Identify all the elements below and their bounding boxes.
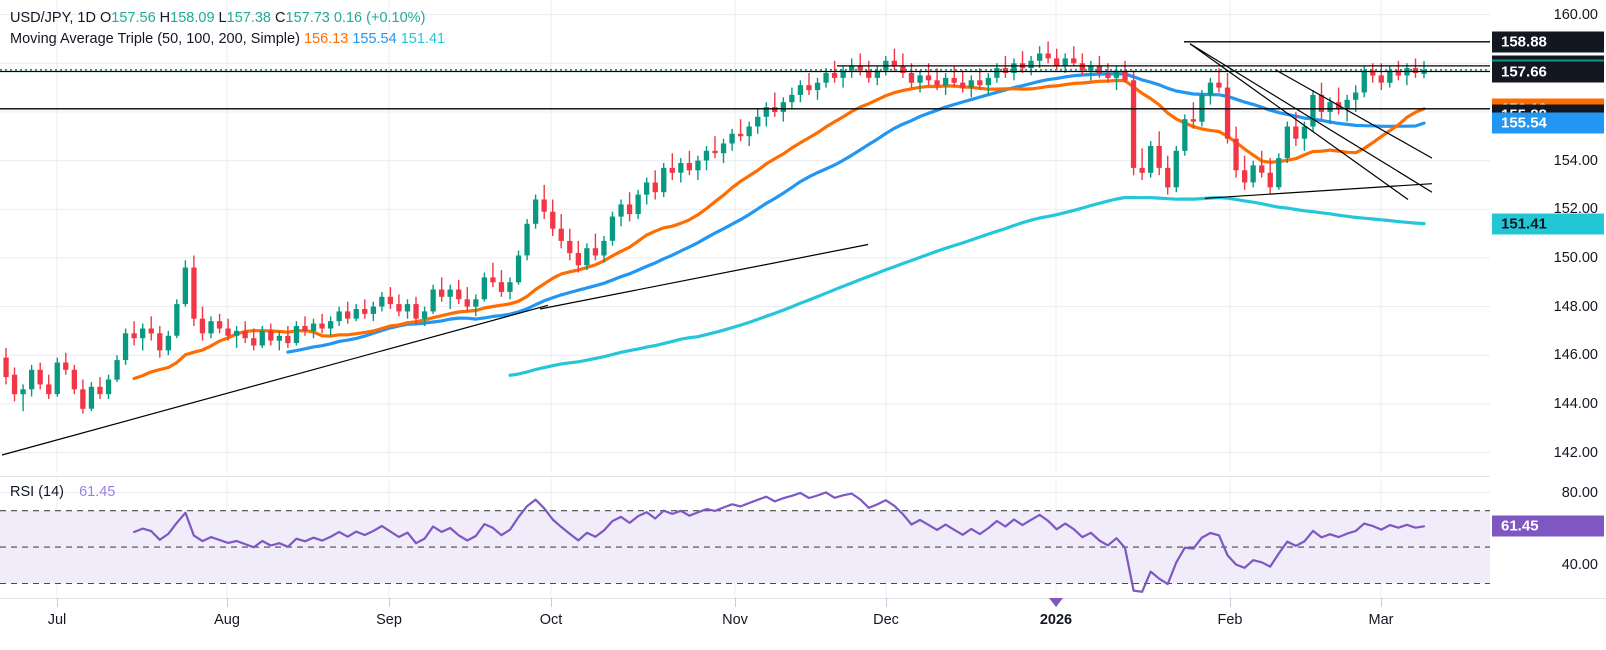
- price-badge[interactable]: 155.54: [1492, 112, 1604, 134]
- time-tick: [57, 598, 58, 607]
- time-axis[interactable]: Jul Aug Sep Oct Nov Dec 2026 Feb Mar: [0, 598, 1490, 650]
- rsi-chart-svg: [0, 478, 1490, 598]
- price-tick-label: 146.00: [1553, 347, 1598, 364]
- price-tick-label: 160.00: [1553, 6, 1598, 23]
- time-tick: [227, 598, 228, 607]
- price-badge[interactable]: 151.41: [1492, 213, 1604, 235]
- time-tick: [735, 598, 736, 607]
- time-axis-label: Mar: [1368, 612, 1394, 628]
- price-tick-label: 142.00: [1553, 444, 1598, 461]
- rsi-pane[interactable]: RSI (14) 61.45: [0, 478, 1490, 598]
- time-axis-label: Feb: [1217, 612, 1243, 628]
- price-axis[interactable]: 160.00158.00156.00154.00152.00150.00148.…: [1490, 0, 1606, 598]
- time-axis-label: Sep: [376, 612, 402, 628]
- price-pane[interactable]: [0, 0, 1490, 472]
- rsi-badge[interactable]: 61.45: [1492, 515, 1604, 537]
- time-axis-label: Aug: [214, 612, 240, 628]
- rsi-legend: RSI (14) 61.45: [10, 484, 115, 500]
- price-tick-label: 150.00: [1553, 249, 1598, 266]
- trendlines: [1, 43, 1433, 456]
- time-axis-label: Oct: [539, 612, 563, 628]
- pane-separator-2: [0, 598, 1606, 599]
- time-tick: [551, 598, 552, 607]
- price-tick-label: 154.00: [1553, 152, 1598, 169]
- price-tick-label: 144.00: [1553, 395, 1598, 412]
- rsi-cursor-marker: [1049, 598, 1063, 607]
- rsi-label[interactable]: RSI (14): [10, 484, 64, 500]
- time-tick: [1230, 598, 1231, 607]
- time-tick: [389, 598, 390, 607]
- price-tick-label: 148.00: [1553, 298, 1598, 315]
- candlestick-series: [3, 41, 1427, 414]
- time-tick: [886, 598, 887, 607]
- rsi-tick-label: 80.00: [1561, 484, 1598, 501]
- time-axis-label: Dec: [873, 612, 899, 628]
- rsi-tick-label: 40.00: [1561, 557, 1598, 574]
- time-axis-label: Nov: [722, 612, 748, 628]
- time-axis-label: Jul: [47, 612, 67, 628]
- rsi-line: [133, 491, 1426, 593]
- rsi-value: 61.45: [79, 484, 116, 500]
- time-axis-label: 2026: [1039, 612, 1073, 628]
- price-chart-svg: [0, 0, 1490, 472]
- pane-separator-1: [0, 476, 1606, 477]
- time-tick: [1381, 598, 1382, 607]
- price-badge[interactable]: 157.66: [1492, 61, 1604, 82]
- annotation-lines: [0, 41, 1490, 110]
- price-badge[interactable]: 158.88: [1492, 31, 1604, 53]
